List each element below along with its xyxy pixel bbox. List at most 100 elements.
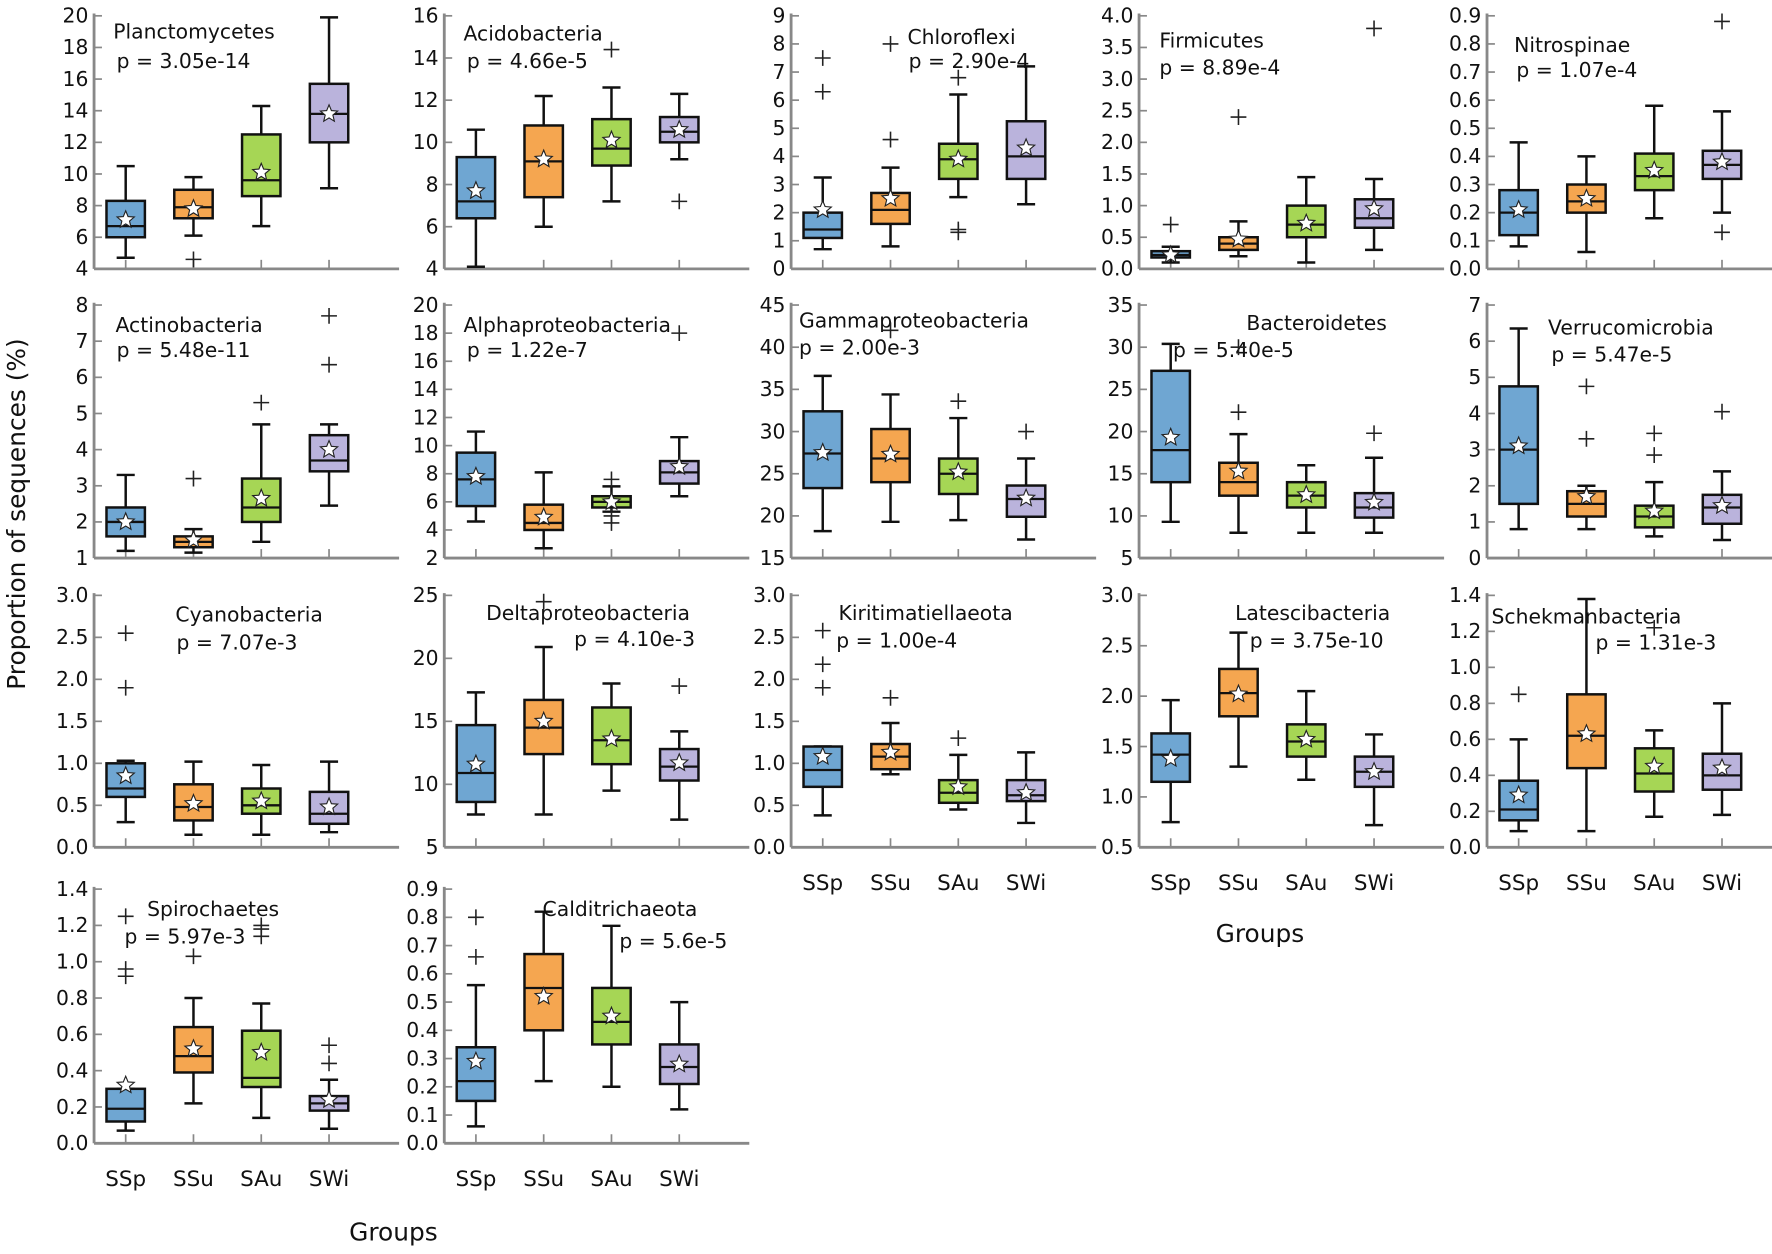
y-tick-label: 30 xyxy=(1108,335,1134,359)
p-value: p = 8.89e-4 xyxy=(1159,56,1280,80)
y-tick-label: 1.0 xyxy=(1449,655,1481,679)
mean-marker xyxy=(1228,460,1249,480)
y-tick-label: 4 xyxy=(1468,401,1481,425)
p-value: p = 5.97e-3 xyxy=(125,924,246,948)
mean-marker xyxy=(319,439,340,459)
mean-marker xyxy=(1016,487,1037,507)
mean-marker xyxy=(948,776,969,796)
panel-title: Calditrichaeota xyxy=(543,897,698,921)
outlier-marker xyxy=(814,83,831,100)
mean-marker xyxy=(183,198,204,218)
y-tick-label: 1.2 xyxy=(56,913,88,937)
mean-marker xyxy=(1644,159,1665,180)
outlier-marker xyxy=(1366,425,1382,442)
outlier-marker xyxy=(1646,619,1663,636)
box-sau xyxy=(1633,104,1675,269)
box-ssu xyxy=(870,36,911,269)
box-sau xyxy=(591,682,632,848)
box-swi: SWi xyxy=(1701,702,1743,896)
outlier-marker xyxy=(321,356,337,373)
y-tick-label: 5 xyxy=(75,401,88,425)
box-ssp xyxy=(105,164,147,269)
x-tick-label: SAu xyxy=(240,1167,282,1192)
x-tick-label: SWi xyxy=(309,1167,349,1192)
box-ssp xyxy=(802,50,844,269)
mean-marker xyxy=(183,793,204,813)
mean-marker xyxy=(1644,500,1665,520)
y-tick-label: 1.0 xyxy=(753,751,785,775)
y-tick-label: 0.0 xyxy=(56,835,88,859)
p-value: p = 5.47e-5 xyxy=(1551,343,1672,367)
y-tick-label: 9 xyxy=(773,4,786,28)
box-ssu: SSu xyxy=(1565,597,1607,896)
box-sau xyxy=(937,393,979,559)
box-sau xyxy=(937,69,979,269)
outlier-marker xyxy=(1578,378,1595,395)
p-value: p = 1.31e-3 xyxy=(1595,631,1716,655)
y-tick-label: 25 xyxy=(1108,377,1134,401)
outlier-marker xyxy=(321,1055,337,1072)
mean-marker xyxy=(1508,435,1529,455)
panel-title: Verrucomicrobia xyxy=(1548,315,1714,339)
panel-title: Cyanobacteria xyxy=(175,602,322,626)
mean-marker xyxy=(1364,198,1385,218)
y-tick-label: 6 xyxy=(426,214,439,238)
y-tick-label: 2.0 xyxy=(1101,684,1133,708)
box-ssp xyxy=(802,374,844,559)
mean-marker xyxy=(1228,683,1249,703)
box-sau xyxy=(591,41,632,269)
panel-title: Actinobacteria xyxy=(116,313,263,337)
box-sau xyxy=(1285,175,1327,269)
outlier-marker xyxy=(1714,224,1730,241)
y-tick-label: 1.5 xyxy=(1101,162,1133,186)
box-ssp: SSp xyxy=(1498,686,1540,896)
box-swi xyxy=(658,678,700,848)
outlier-marker xyxy=(321,307,337,324)
mean-marker xyxy=(601,491,622,511)
mean-marker xyxy=(183,1038,204,1058)
y-tick-label: 0.5 xyxy=(1101,835,1133,859)
y-tick-label: 4 xyxy=(75,257,88,281)
mean-marker xyxy=(812,199,833,219)
y-tick-label: 0.0 xyxy=(56,1131,88,1155)
y-tick-label: 0.4 xyxy=(56,1058,88,1082)
box-ssu xyxy=(1565,378,1607,559)
y-tick-label: 0.5 xyxy=(753,793,785,817)
box-ssp xyxy=(105,625,147,848)
y-tick-label: 12 xyxy=(413,88,439,112)
y-tick-label: 2.5 xyxy=(753,625,785,649)
outlier-marker xyxy=(882,131,899,148)
y-tick-label: 3.5 xyxy=(1101,35,1133,59)
mean-marker xyxy=(115,765,136,785)
outlier-marker xyxy=(671,325,688,342)
y-tick-label: 2 xyxy=(1468,474,1481,498)
mean-marker xyxy=(1364,491,1385,511)
y-tick-label: 18 xyxy=(63,35,89,59)
y-tick-label: 0.2 xyxy=(406,1075,438,1099)
y-tick-label: 0.6 xyxy=(406,962,438,986)
box-ssp xyxy=(1150,342,1192,559)
y-tick-label: 35 xyxy=(760,377,786,401)
box-ssp xyxy=(1498,141,1540,269)
box-sau xyxy=(240,394,282,559)
panel-kiritimatiellaeota: 0.0 0.5 1.0 1.5 2.0 2.5 3.0 Kiritimatiellaeota p… xyxy=(753,583,1097,896)
panel-title: Acidobacteria xyxy=(463,22,602,46)
y-tick-label: 15 xyxy=(1108,462,1134,486)
mean-marker xyxy=(533,710,554,730)
mean-marker xyxy=(812,746,833,766)
y-tick-label: 0.7 xyxy=(406,933,438,957)
mean-marker xyxy=(1508,784,1529,804)
p-value: p = 2.90e-4 xyxy=(909,49,1030,73)
panel-title: Firmicutes xyxy=(1159,28,1263,52)
y-tick-label: 0.9 xyxy=(406,877,438,901)
y-tick-label: 2.5 xyxy=(1101,98,1133,122)
panel-cyanobacteria: 0.0 0.5 1.0 1.5 2.0 2.5 3.0 Cyanobacteria p = 7.… xyxy=(56,583,400,859)
y-tick-label: 4 xyxy=(773,144,786,168)
x-tick-label: SSp xyxy=(105,1167,146,1192)
y-tick-label: 0.0 xyxy=(1449,257,1481,281)
outlier-marker xyxy=(814,656,831,673)
y-tick-label: 8 xyxy=(75,193,88,217)
box-sau: SAu xyxy=(1285,689,1327,896)
mean-marker xyxy=(880,188,901,208)
